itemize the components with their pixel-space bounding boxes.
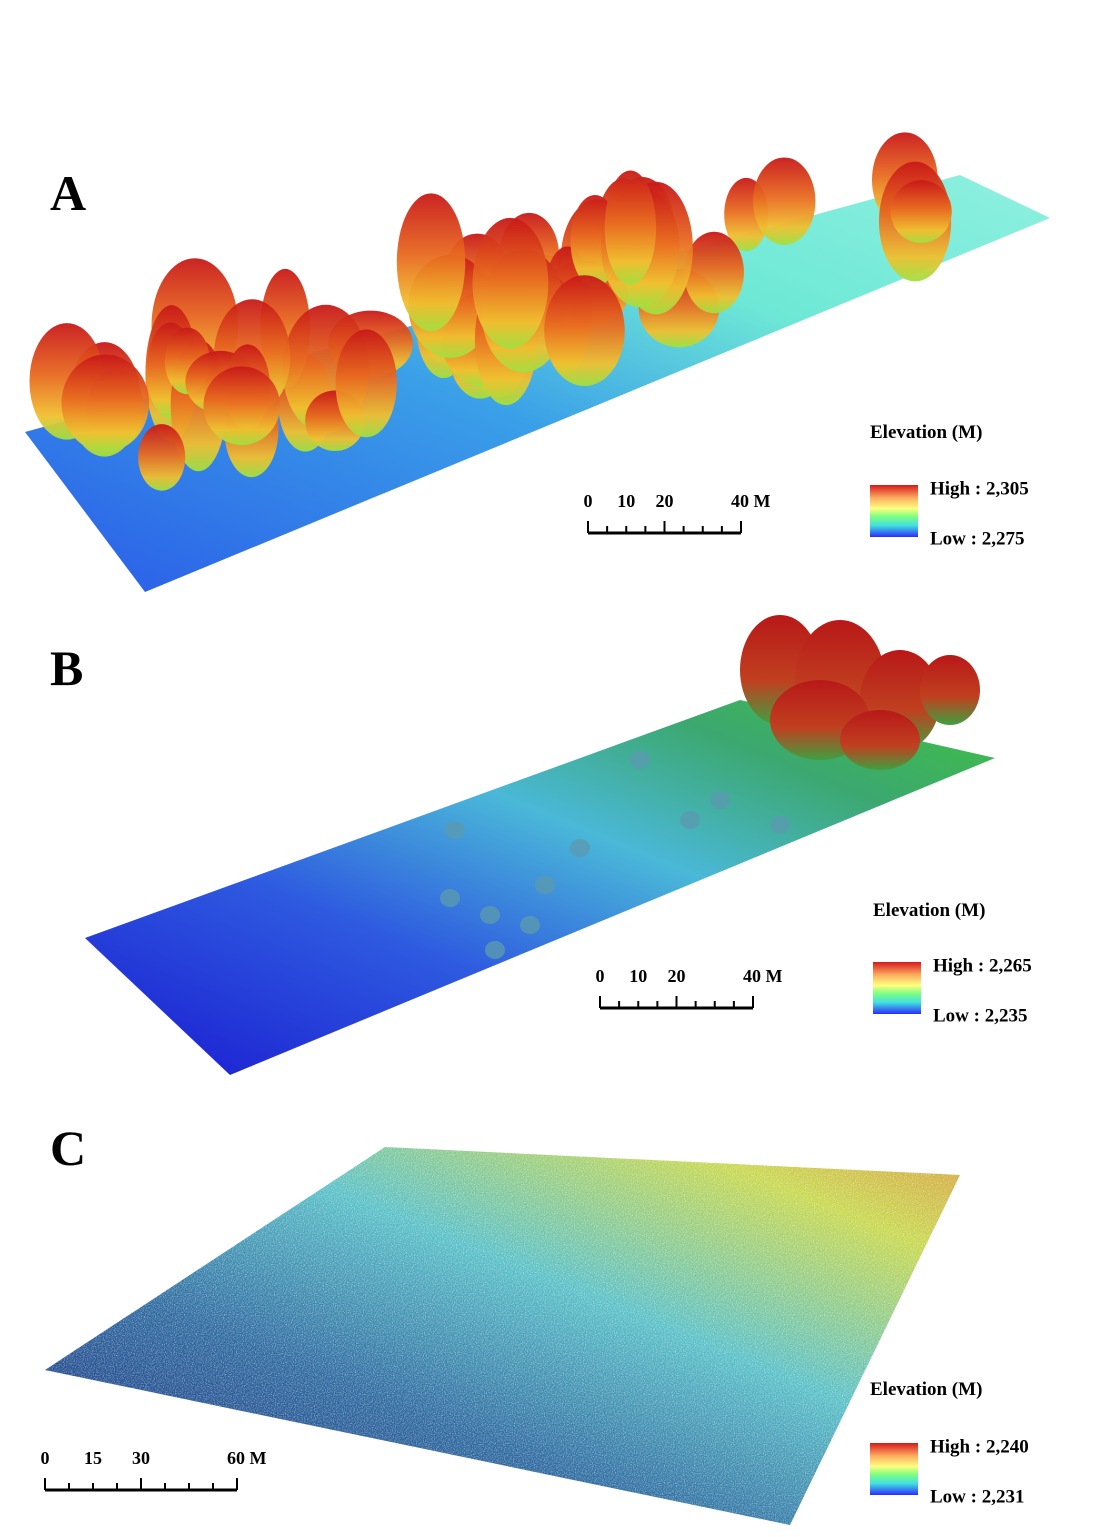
tree: [472, 217, 549, 349]
shrub: [535, 876, 555, 894]
tree: [138, 424, 186, 491]
shrub: [680, 811, 700, 829]
shrub: [440, 889, 460, 907]
legend-title: Elevation (M): [870, 1379, 982, 1400]
shrub: [520, 916, 540, 934]
scale-label: 40 M: [731, 491, 771, 511]
annotations: A Elevation (M) High : 2,305 Low : 2,275 0 10…: [41, 165, 1032, 1507]
scale-label: 0: [584, 491, 593, 511]
tree: [396, 193, 466, 332]
color-ramp: [870, 485, 918, 537]
shrub: [485, 941, 505, 959]
scale-label: 20: [668, 966, 686, 986]
tree: [604, 170, 657, 285]
legend-title: Elevation (M): [873, 900, 985, 921]
legend-high: High : 2,240: [930, 1436, 1029, 1457]
scale-label: 10: [617, 491, 635, 511]
shrub: [445, 821, 465, 839]
point-cloud-ground: [25, 175, 1050, 592]
color-ramp: [873, 962, 921, 1014]
shrub: [770, 816, 790, 834]
scale-label: 10: [629, 966, 647, 986]
tree: [544, 275, 625, 387]
shrub: [480, 906, 500, 924]
point-speckle: [45, 1147, 960, 1525]
scale-label: 20: [656, 491, 674, 511]
panel-label: A: [50, 165, 86, 221]
shrub: [630, 751, 650, 769]
scale-label: 0: [596, 966, 605, 986]
tree-canopy: [440, 615, 980, 959]
shrub: [570, 839, 590, 857]
tree: [684, 231, 744, 314]
tree: [61, 354, 150, 452]
panel-label: B: [50, 640, 83, 696]
tree: [335, 329, 397, 438]
tree: [890, 180, 952, 244]
legend-high: High : 2,305: [930, 478, 1029, 499]
legend-title: Elevation (M): [870, 422, 982, 443]
scale-label: 60 M: [227, 1448, 267, 1468]
tree: [203, 366, 281, 445]
scale-label: 15: [84, 1448, 102, 1468]
scale-label: 40 M: [743, 966, 783, 986]
tree: [920, 655, 980, 725]
tree: [753, 157, 816, 245]
scale-label: 0: [41, 1448, 50, 1468]
color-ramp: [870, 1443, 918, 1495]
tree-canopy: [29, 132, 952, 491]
legend-low: Low : 2,275: [930, 528, 1024, 549]
legend-low: Low : 2,231: [930, 1486, 1024, 1507]
legend-low: Low : 2,235: [933, 1005, 1027, 1026]
tree: [840, 710, 920, 770]
legend-high: High : 2,265: [933, 955, 1032, 976]
scale-label: 30: [132, 1448, 150, 1468]
shrub: [710, 791, 730, 809]
panel-label: C: [50, 1120, 86, 1176]
